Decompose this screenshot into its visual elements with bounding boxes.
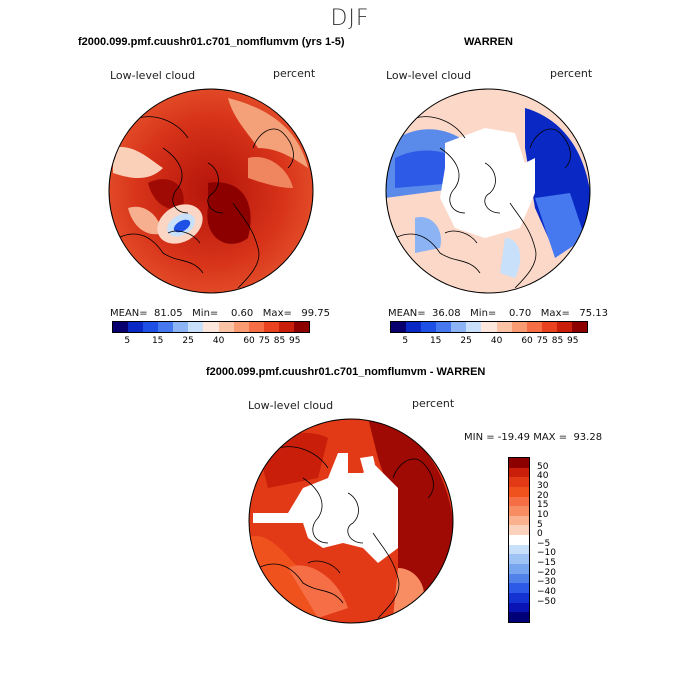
colorbar-swatches [508,457,530,623]
colorbar-difference [508,457,530,623]
panel-title-obs: WARREN [464,36,513,48]
colorbar-swatch [466,322,482,332]
panel-title-difference: f2000.099.pmf.cuushr01.c701_nomflumvm - … [206,366,486,378]
colorbar-swatch [496,322,512,332]
colorbar-swatch [509,535,529,545]
colorbar-absolute-right: 5 15 25 40 60 75 85 95 [390,321,588,348]
colorbar-swatch [451,322,467,332]
polar-map-model [108,88,314,294]
colorbar-swatch [128,322,144,332]
colorbar-swatch [541,322,557,332]
panel-title-model: f2000.099.pmf.cuushr01.c701_nomflumvm (y… [78,36,345,48]
colorbar-swatch [509,496,529,507]
colorbar-tick-labels: 5 15 25 40 60 75 85 95 [112,336,310,348]
colorbar-tick-label: 95 [567,336,579,346]
colorbar-swatch [248,322,264,332]
colorbar-swatch [509,612,529,622]
colorbar-swatch [406,322,422,332]
colorbar-tick-label: 25 [460,336,472,346]
colorbar-tick-label: 15 [429,336,442,346]
panel-units-label: percent [412,397,455,410]
colorbar-tick-label: 40 [212,336,225,346]
colorbar-swatch [509,486,529,497]
colorbar-swatch [143,322,159,332]
colorbar-label: 50 [537,461,549,472]
colorbar-swatch [509,506,529,516]
colorbar-swatch [173,322,189,332]
colorbar-label: 0 [537,529,543,540]
colorbar-swatches [390,321,588,333]
colorbar-tick-label: 85 [273,336,286,346]
colorbar-tick-label: 95 [289,336,301,346]
colorbar-swatch [509,554,529,565]
colorbar-swatch [233,322,249,332]
colorbar-tick-label: 5 [124,336,131,346]
colorbar-label: −30 [537,577,556,588]
colorbar-label: 40 [537,471,549,482]
panel-variable-label: Low-level cloud [248,399,334,412]
colorbar-label: −10 [537,548,556,559]
colorbar-swatch [509,467,529,478]
colorbar-swatches [112,321,310,333]
colorbar-label: −40 [537,587,556,598]
colorbar-swatch [509,544,529,555]
panel-stats: MEAN= 36.08 Min= 0.70 Max= 75.13 [388,308,609,319]
colorbar-absolute-left: 5 15 25 40 60 75 85 95 [112,321,310,348]
colorbar-swatch [509,583,529,593]
colorbar-tick-label: 75 [536,336,549,346]
colorbar-tick-label: 15 [151,336,164,346]
colorbar-swatch [278,322,294,332]
colorbar-swatch [421,322,437,332]
colorbar-swatch [509,573,529,584]
colorbar-label: −5 [537,538,551,549]
colorbar-tick-label: 60 [521,336,533,346]
colorbar-label: −50 [537,596,556,607]
colorbar-swatch [263,322,279,332]
colorbar-swatch [509,458,529,468]
colorbar-label: 30 [537,480,549,491]
panel-units-label: percent [273,67,316,80]
colorbar-swatch [571,322,588,332]
colorbar-label: 15 [537,500,549,511]
colorbar-label: 5 [537,519,543,530]
colorbar-tick-label: 40 [490,336,503,346]
colorbar-label: −15 [537,558,556,569]
colorbar-swatch [293,322,310,332]
colorbar-tick-label: 60 [243,336,255,346]
colorbar-tick-label: 25 [182,336,194,346]
colorbar-tick-labels: 5 15 25 40 60 75 85 95 [390,336,588,348]
colorbar-swatch [509,477,529,487]
colorbar-label: −20 [537,567,556,578]
colorbar-swatch [218,322,234,332]
colorbar-swatch [526,322,542,332]
colorbar-swatch [203,322,219,332]
colorbar-swatch [509,564,529,574]
colorbar-label: 10 [537,509,549,520]
polar-map-difference [248,418,454,624]
colorbar-swatch [188,322,204,332]
colorbar-labels: 50 40 30 20 15 10 5 0 −5 −10 −15 −20 −30 −40 −50 [537,457,577,621]
colorbar-swatch [113,322,129,332]
colorbar-tick-label: 5 [402,336,409,346]
colorbar-swatch [511,322,527,332]
colorbar-swatch [436,322,452,332]
polar-map-obs [385,88,591,294]
panel-units-label: percent [550,67,593,80]
page-title: DJF [330,6,370,31]
colorbar-swatch [556,322,572,332]
panel-variable-label: Low-level cloud [110,69,196,82]
panel-stats: MIN = -19.49 MAX = 93.28 [464,432,603,443]
colorbar-label: 20 [537,490,549,501]
panel-variable-label: Low-level cloud [386,69,472,82]
colorbar-swatch [509,525,529,536]
colorbar-swatch [158,322,174,332]
colorbar-swatch [391,322,407,332]
colorbar-tick-label: 85 [551,336,564,346]
colorbar-swatch [509,602,529,613]
colorbar-tick-label: 75 [258,336,271,346]
panel-stats: MEAN= 81.05 Min= 0.60 Max= 99.75 [110,308,331,319]
colorbar-swatch [509,592,529,603]
colorbar-swatch [481,322,497,332]
colorbar-swatch [509,515,529,526]
